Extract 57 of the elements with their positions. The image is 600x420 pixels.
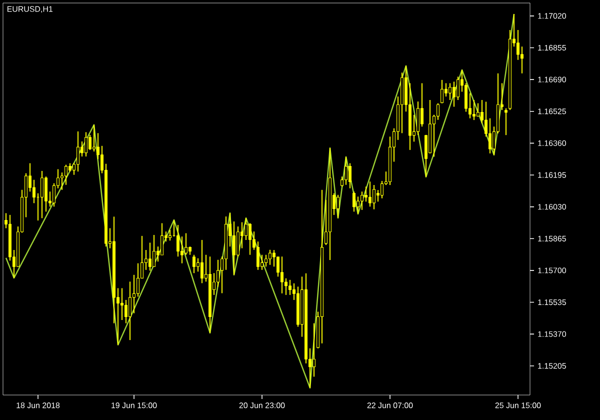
- candlestick: [132, 274, 136, 314]
- candlestick: [436, 102, 440, 120]
- candlestick: [120, 288, 124, 320]
- candlestick: [124, 299, 128, 324]
- candlestick: [472, 99, 476, 121]
- candlestick: [336, 194, 340, 218]
- candlestick: [216, 259, 220, 288]
- candlestick: [232, 220, 236, 276]
- candlestick: [44, 176, 48, 212]
- candlestick: [372, 184, 376, 210]
- candlestick: [32, 179, 36, 204]
- candlestick: [236, 226, 240, 258]
- candlestick: [364, 186, 368, 202]
- candlestick: [248, 222, 252, 256]
- candlestick: [520, 46, 524, 74]
- candlestick: [136, 262, 140, 298]
- candlestick: [344, 156, 348, 186]
- candlestick: [356, 196, 360, 214]
- candlestick: [488, 118, 492, 154]
- candlestick: [244, 217, 248, 240]
- candlestick: [180, 236, 184, 264]
- candlestick: [368, 181, 372, 208]
- candlestick: [360, 191, 364, 210]
- candlestick: [352, 191, 356, 212]
- candlestick: [380, 180, 384, 199]
- candlestick: [40, 170, 44, 219]
- candlestick: [448, 82, 452, 100]
- candlestick: [192, 254, 196, 274]
- candlestick: [84, 132, 88, 157]
- candlestick: [440, 79, 444, 104]
- candlestick: [476, 102, 480, 118]
- candlestick: [464, 82, 468, 112]
- candlestick: [268, 249, 272, 266]
- candlestick: [416, 101, 420, 136]
- candlestick: [184, 232, 188, 256]
- candlestick: [288, 279, 292, 296]
- candlestick: [148, 242, 152, 272]
- candlestick: [312, 322, 316, 378]
- candlestick: [152, 234, 156, 268]
- candlestick: [264, 254, 268, 268]
- candlestick: [92, 124, 96, 152]
- candlestick: [168, 229, 172, 242]
- candlestick: [452, 81, 456, 108]
- candlestick: [76, 130, 80, 172]
- candlestick: [128, 281, 132, 341]
- candlestick: [456, 76, 460, 100]
- candlestick: [256, 241, 260, 270]
- candlestick: [64, 164, 68, 186]
- candlestick: [348, 162, 352, 189]
- candlestick: [176, 224, 180, 258]
- candlestick: [516, 29, 520, 60]
- candlestick: [280, 256, 284, 294]
- candlestick: [88, 134, 92, 150]
- candlestick: [200, 239, 204, 284]
- candlestick: [160, 222, 164, 256]
- line-series: [5, 13, 515, 389]
- candlestick: [504, 108, 508, 136]
